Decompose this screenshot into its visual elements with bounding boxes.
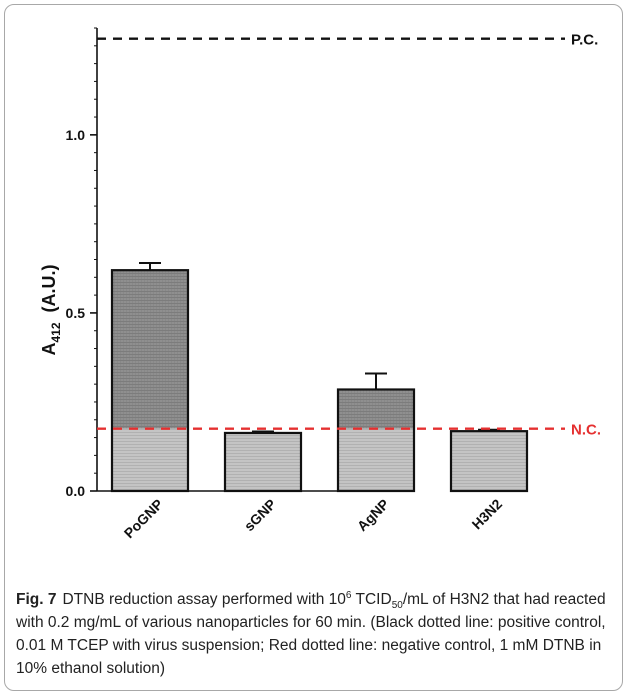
y-tick-label: 0.5	[66, 305, 86, 321]
bar-sgnp: sGNP	[223, 430, 303, 534]
bar-agnp: AgNP	[336, 372, 416, 534]
x-tick-label: H3N2	[468, 496, 505, 533]
caption-text-2: TCID	[351, 591, 392, 608]
y-label-main: A	[39, 343, 59, 356]
x-tick-label: PoGNP	[121, 496, 166, 541]
bar-outline	[449, 430, 529, 493]
bar-lower-fill	[112, 428, 188, 491]
caption-text-3: /mL of H3N2 that had reacted with 0.2 mg…	[16, 591, 606, 677]
bars-group: PoGNP sGNP AgNP H3N2	[110, 262, 529, 541]
caption-label: Fig. 7	[16, 591, 57, 608]
y-axis-label: A412 (A.U.)	[39, 264, 63, 355]
figure-caption: Fig. 7 DTNB reduction assay performed wit…	[16, 588, 616, 680]
caption-text-1: DTNB reduction assay performed with 10	[62, 591, 346, 608]
reference-lines: P.C. N.C.	[97, 32, 601, 439]
y-tick-label: 0.0	[66, 483, 86, 499]
figure-panel	[4, 4, 623, 691]
bar-h3n2: H3N2	[449, 428, 529, 533]
bar-fill	[225, 432, 301, 491]
pc-label: P.C.	[571, 32, 598, 49]
y-tick-label: 1.0	[66, 127, 86, 143]
nc-label: N.C.	[571, 422, 601, 439]
y-axis: 0.0 0.5 1.0	[66, 27, 98, 499]
bar-upper-fill	[338, 389, 414, 429]
x-tick-label: AgNP	[354, 496, 392, 534]
bar-chart: PoGNP sGNP AgNP H3N2 0.00.51.0 A412 (A.U.) …	[39, 27, 601, 541]
y-label-subscript: 412	[49, 322, 63, 342]
bar-upper-fill	[112, 270, 188, 429]
bar-lower-fill	[338, 428, 414, 491]
bar-fill	[451, 431, 527, 491]
bar-pognp: PoGNP	[110, 262, 190, 541]
x-tick-label: sGNP	[241, 496, 279, 534]
bar-outline	[336, 388, 416, 493]
caption-subscript: 50	[391, 600, 403, 612]
y-label-units: (A.U.)	[39, 264, 59, 322]
caption-superscript: 6	[345, 589, 352, 601]
